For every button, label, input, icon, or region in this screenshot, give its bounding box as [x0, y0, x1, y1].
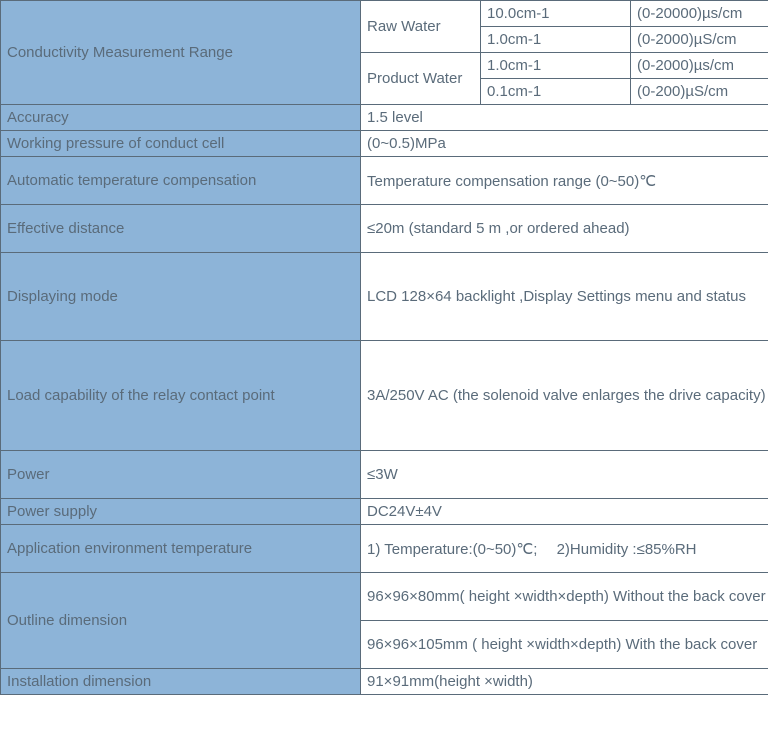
label-raw-water: Raw Water	[361, 1, 481, 53]
cell-prod-r1c1: 1.0cm-1	[481, 53, 631, 79]
value-outline-dim-2: 96×96×105mm ( height ×width×depth) With …	[361, 621, 768, 669]
value-app-env: 1) Temperature:(0~50)℃; 2)Humidity :≤85%…	[361, 525, 768, 573]
label-relay-load: Load capability of the relay contact poi…	[1, 341, 361, 451]
label-cond-range: Conductivity Measurement Range	[1, 1, 361, 105]
label-work-pressure: Working pressure of conduct cell	[1, 131, 361, 157]
value-work-pressure: (0~0.5)MPa	[361, 131, 768, 157]
cell-raw-r2c2: (0-2000)µS/cm	[631, 27, 768, 53]
cell-raw-r1c1: 10.0cm-1	[481, 1, 631, 27]
label-display-mode: Displaying mode	[1, 253, 361, 341]
value-display-mode: LCD 128×64 backlight ,Display Settings m…	[361, 253, 768, 341]
value-accuracy: 1.5 level	[361, 105, 768, 131]
value-outline-dim-1: 96×96×80mm( height ×width×depth) Without…	[361, 573, 768, 621]
label-power: Power	[1, 451, 361, 499]
cell-prod-r1c2: (0-2000)µs/cm	[631, 53, 768, 79]
label-atc: Automatic temperature compensation	[1, 157, 361, 205]
label-power-supply: Power supply	[1, 499, 361, 525]
cell-raw-r1c2: (0-20000)µs/cm	[631, 1, 768, 27]
label-eff-distance: Effective distance	[1, 205, 361, 253]
value-relay-load: 3A/250V AC (the solenoid valve enlarges …	[361, 341, 768, 451]
label-app-env: Application environment temperature	[1, 525, 361, 573]
label-install-dim: Installation dimension	[1, 669, 361, 695]
value-power: ≤3W	[361, 451, 768, 499]
label-outline-dim: Outline dimension	[1, 573, 361, 669]
cell-prod-r2c2: (0-200)µS/cm	[631, 79, 768, 105]
label-accuracy: Accuracy	[1, 105, 361, 131]
value-atc: Temperature compensation range (0~50)℃	[361, 157, 768, 205]
cell-prod-r2c1: 0.1cm-1	[481, 79, 631, 105]
cell-raw-r2c1: 1.0cm-1	[481, 27, 631, 53]
label-product-water: Product Water	[361, 53, 481, 105]
spec-table: Conductivity Measurement Range Raw Water…	[0, 0, 768, 695]
value-install-dim: 91×91mm(height ×width)	[361, 669, 768, 695]
value-eff-distance: ≤20m (standard 5 m ,or ordered ahead)	[361, 205, 768, 253]
value-power-supply: DC24V±4V	[361, 499, 768, 525]
